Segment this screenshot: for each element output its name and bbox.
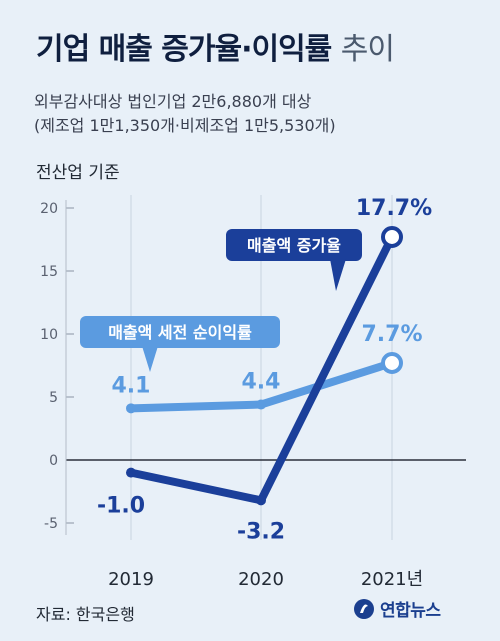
data-point xyxy=(256,399,266,410)
x-tick-label: 2020 xyxy=(238,569,284,590)
unit-label: 전산업 기준 xyxy=(36,163,120,183)
data-label: -3.2 xyxy=(237,519,285,544)
legend-bubble-revenue-growth-label: 매출액 증가율 xyxy=(247,236,341,255)
data-label: 4.4 xyxy=(242,370,281,395)
legend-bubble-profit-margin-label: 매출액 세전 순이익률 xyxy=(108,323,252,342)
title-light: 추이 xyxy=(340,32,395,67)
logo-mark-icon xyxy=(354,598,374,619)
legend-bubble-profit-margin-box xyxy=(80,316,280,348)
subtitle-line-2: (제조업 1만1,350개·비제조업 1만5,530개) xyxy=(34,116,336,135)
subtitle-line-1: 외부감사대상 법인기업 2만6,880개 대상 xyxy=(34,92,312,111)
source-note: 자료: 한국은행 xyxy=(36,605,135,624)
data-label: -1.0 xyxy=(97,494,145,519)
data-label: 17.7% xyxy=(356,196,432,221)
yonhap-logo: 연합뉴스 xyxy=(352,596,441,621)
title-bold: 기업 매출 증가율·이익률 xyxy=(36,32,332,67)
data-label: 7.7% xyxy=(361,322,422,347)
data-point xyxy=(256,495,266,506)
legend-bubble-profit-margin-tail xyxy=(142,346,158,372)
y-tick-label: 10 xyxy=(40,327,58,343)
page-title: 기업 매출 증가율·이익률 추이 xyxy=(36,24,395,68)
x-tick-label: 2021년 xyxy=(361,569,423,590)
data-point-end xyxy=(381,225,403,248)
legend-bubble-revenue-growth-box xyxy=(226,229,362,261)
legend-bubble-revenue-growth-tail xyxy=(330,259,346,291)
data-point xyxy=(126,403,136,414)
y-tick-label: 20 xyxy=(40,201,58,217)
data-point-end xyxy=(381,351,403,374)
logo-text: 연합뉴스 xyxy=(380,601,441,621)
x-tick-label: 2019 xyxy=(108,569,154,590)
subtitle: 외부감사대상 법인기업 2만6,880개 대상 (제조업 1만1,350개·비제… xyxy=(34,90,336,138)
y-tick-label: 0 xyxy=(49,453,58,469)
data-label: 4.1 xyxy=(112,373,151,398)
y-tick-label: -5 xyxy=(44,516,58,532)
y-tick-label: 15 xyxy=(40,264,58,280)
data-point xyxy=(126,467,136,478)
y-tick-label: 5 xyxy=(49,390,58,406)
